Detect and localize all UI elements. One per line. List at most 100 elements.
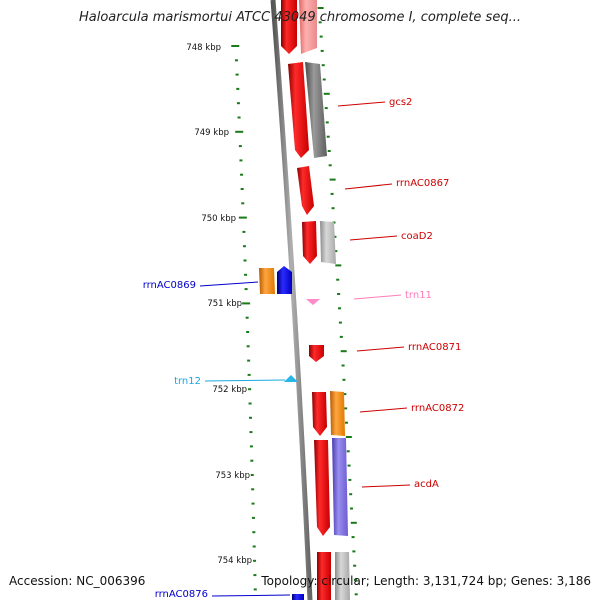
tick-mark [344, 407, 348, 410]
gene-label-rrnac0872[interactable]: rrnAC0872 [411, 403, 464, 414]
tick-mark [251, 502, 255, 505]
tick-mark [329, 178, 336, 181]
gene-arrow-rrnac0871[interactable] [309, 345, 324, 362]
tick-mark [345, 421, 349, 424]
scale-label: 754 kbp [217, 556, 252, 566]
tick-mark [249, 416, 253, 419]
tick-mark [351, 536, 355, 539]
gene-arrow-rrnac0869[interactable] [277, 266, 292, 294]
tick-mark [339, 335, 343, 338]
tick-mark [253, 559, 257, 562]
gene-label-rrnac0871[interactable]: rrnAC0871 [408, 342, 461, 353]
gene-arrow-bottom[interactable] [317, 552, 331, 600]
gene-label-trn12[interactable]: trn12 [174, 376, 201, 387]
tick-mark [337, 293, 341, 295]
tick-mark [340, 350, 347, 353]
tick-mark [252, 545, 256, 548]
gene-arrow-coad2[interactable] [302, 221, 317, 264]
tick-mark [326, 135, 330, 138]
scale-label: 753 kbp [215, 471, 250, 481]
tick-mark [350, 521, 357, 524]
tick-mark [231, 45, 240, 47]
cds-block-rrnac0872[interactable] [330, 391, 345, 436]
gene-labels: gcs2 rrnAC0867 coaD2 rrnAC0869 trn11 rrn… [143, 97, 465, 600]
tick-mark [330, 192, 334, 195]
tick-mark [253, 574, 257, 577]
tick-mark [354, 593, 358, 596]
cds-block-rrnac0869[interactable] [259, 268, 275, 294]
tick-mark [239, 159, 243, 162]
tick-mark [248, 388, 252, 391]
tick-mark [324, 107, 328, 110]
tick-mark [347, 464, 351, 467]
gene-label-acda[interactable]: acdA [414, 479, 439, 490]
tick-mark [317, 7, 324, 9]
gene-label-coad2[interactable]: coaD2 [401, 231, 433, 242]
scale-label: 751 kbp [207, 299, 242, 309]
tick-mark [345, 436, 352, 438]
scale-label: 750 kbp [201, 214, 236, 224]
tick-track [231, 7, 358, 596]
tick-mark [235, 73, 239, 76]
chromosome-backbone [270, 0, 313, 600]
gene-arrow-rrnac0876[interactable] [292, 594, 304, 600]
tick-mark [253, 588, 257, 591]
tick-mark [246, 331, 250, 333]
tick-mark [321, 64, 325, 67]
tick-mark [240, 188, 244, 190]
tick-mark [244, 273, 248, 276]
tick-mark [327, 150, 331, 152]
trna-trn12[interactable] [284, 375, 298, 382]
gene-arrow-acda[interactable] [314, 440, 330, 536]
tick-mark [336, 278, 340, 281]
tick-mark [250, 459, 254, 462]
tick-mark [237, 116, 241, 119]
tick-mark [238, 216, 247, 219]
tick-mark [349, 493, 353, 496]
tick-mark [335, 264, 342, 267]
gene-label-rrnac0867[interactable]: rrnAC0867 [396, 178, 449, 189]
tick-mark [250, 474, 254, 476]
gene-arrow-gcs2[interactable] [288, 62, 309, 158]
trna-trn11[interactable] [306, 299, 320, 305]
cds-block-coad2[interactable] [320, 221, 336, 264]
scale-label: 749 kbp [194, 128, 229, 138]
tick-mark [240, 173, 244, 176]
tick-mark [235, 130, 244, 133]
tick-mark [320, 49, 324, 52]
tick-mark [353, 579, 357, 581]
tick-mark [242, 245, 246, 248]
tick-mark [322, 78, 326, 81]
tick-mark [346, 450, 350, 453]
gene-label-trn11[interactable]: trn11 [405, 290, 432, 301]
tick-mark [353, 564, 357, 567]
cds-block-bottom[interactable] [335, 552, 350, 600]
tick-mark [348, 478, 352, 481]
leader-lines [199, 101, 411, 597]
feature-track [259, 0, 350, 600]
gene-arrow-top[interactable] [281, 0, 297, 54]
tick-mark [352, 550, 356, 553]
gene-arrow-rrnac0872[interactable] [312, 392, 327, 436]
tick-mark [334, 250, 338, 253]
cds-block-acda[interactable] [332, 438, 348, 536]
gene-label-rrnac0869[interactable]: rrnAC0869 [143, 280, 196, 291]
tick-mark [245, 316, 249, 319]
tick-mark [349, 507, 353, 510]
cds-block-top[interactable] [299, 0, 317, 54]
tick-mark [319, 35, 323, 38]
gene-label-rrnac0876[interactable]: rrnAC0876 [155, 589, 208, 600]
tick-mark [338, 307, 342, 310]
gene-arrow-rrnac0867[interactable] [297, 166, 314, 215]
cds-block-gcs2[interactable] [305, 62, 327, 158]
tick-mark [249, 431, 253, 434]
tick-mark [246, 345, 250, 348]
tick-mark [252, 531, 256, 534]
tick-mark [241, 202, 245, 205]
tick-mark [251, 516, 255, 519]
tick-mark [328, 164, 332, 167]
tick-mark [333, 235, 337, 238]
gene-label-gcs2[interactable]: gcs2 [389, 97, 412, 108]
tick-mark [318, 21, 322, 24]
